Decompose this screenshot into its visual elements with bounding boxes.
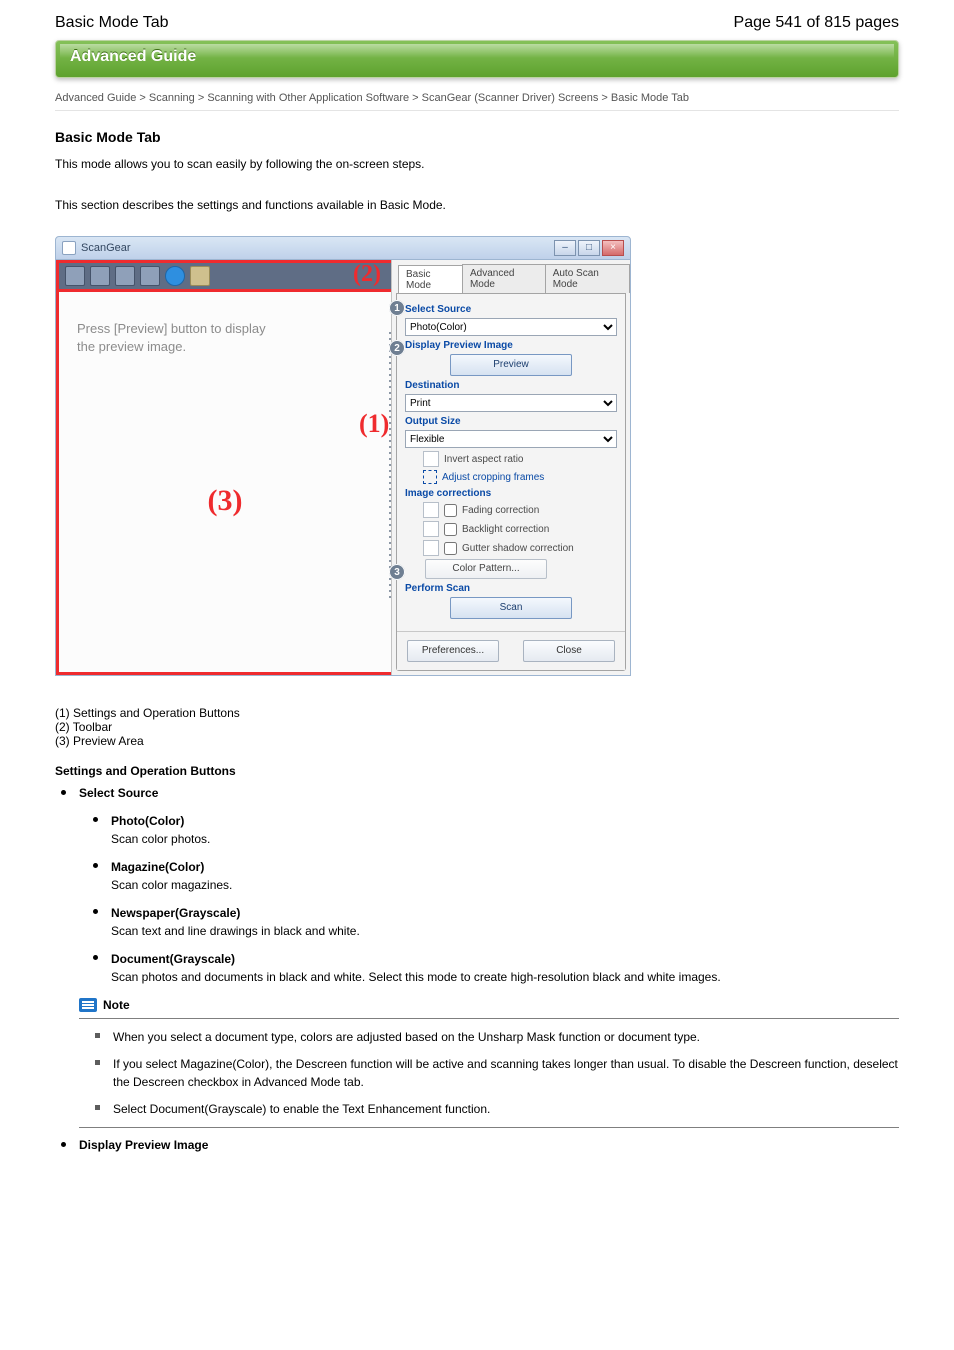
lbl-destination: Destination [405, 380, 617, 391]
callout-2: (2) [353, 261, 381, 288]
note-item: Select Document(Grayscale) to enable the… [79, 1100, 899, 1118]
lbl-perform-scan: Perform Scan [405, 583, 617, 594]
note-icon [79, 998, 97, 1012]
help-icon[interactable] [190, 266, 210, 286]
banner: Advanced Guide [55, 40, 899, 78]
lbl-display-preview: Display Preview Image [405, 340, 617, 351]
color-pattern-button[interactable]: Color Pattern... [425, 559, 547, 579]
breadcrumb: Advanced Guide > Scanning > Scanning wit… [55, 92, 899, 104]
screenshot: ScanGear – □ × (2) [55, 236, 631, 676]
tool-icon[interactable] [65, 266, 85, 286]
tool-icon[interactable] [140, 266, 160, 286]
lbl-image-corrections: Image corrections [405, 488, 617, 499]
min-icon[interactable]: – [554, 240, 576, 256]
lbl-select-source: Select Source [405, 304, 617, 315]
tab-auto[interactable]: Auto Scan Mode [545, 264, 630, 293]
note-block: Note When you select a document type, co… [79, 996, 899, 1128]
adjust-crop-link[interactable]: Adjust cropping frames [423, 470, 617, 484]
chk-fading[interactable] [444, 504, 457, 517]
list-item: Newspaper(Grayscale)Scan text and line d… [79, 904, 899, 940]
note-hd: Note [103, 996, 130, 1014]
aspect-icon[interactable] [423, 451, 439, 467]
tab-basic[interactable]: Basic Mode [398, 265, 463, 294]
lbl-invert-aspect: Invert aspect ratio [444, 454, 523, 465]
outline-1: (1) Settings and Operation Buttons [55, 706, 899, 720]
toolbar: (2) [56, 260, 391, 292]
chk-backlight[interactable] [444, 523, 457, 536]
app-icon [62, 241, 76, 255]
close-button[interactable]: Close [523, 640, 615, 662]
select-output-size[interactable]: Flexible [405, 430, 617, 448]
window-title: ScanGear [81, 242, 131, 254]
backlight-icon [423, 521, 439, 537]
fading-icon [423, 502, 439, 518]
tool-icon[interactable] [115, 266, 135, 286]
outline-3: (3) Preview Area [55, 734, 899, 748]
mode-tabs: Basic Mode Advanced Mode Auto Scan Mode [392, 264, 630, 293]
hdr-right: Page 541 of 815 pages [734, 14, 899, 32]
step-badge-2: 2 [389, 340, 405, 356]
window-titlebar: ScanGear – □ × [55, 236, 631, 260]
step-badge-1: 1 [389, 300, 405, 316]
gutter-icon [423, 540, 439, 556]
chk-gutter[interactable] [444, 542, 457, 555]
lbl-gutter: Gutter shadow correction [462, 543, 574, 554]
banner-label: Advanced Guide [70, 48, 196, 66]
preview-hint: Press [Preview] button to displaythe pre… [77, 320, 373, 356]
list-item: Magazine(Color)Scan color magazines. [79, 858, 899, 894]
select-source[interactable]: Photo(Color) [405, 318, 617, 336]
callout-3: (3) [208, 484, 243, 518]
settings-panel: 1 2 3 (1) Select Source Photo(Color) Dis… [396, 293, 626, 671]
max-icon[interactable]: □ [578, 240, 600, 256]
lbl-backlight: Backlight correction [462, 524, 549, 535]
lbl-output-size: Output Size [405, 416, 617, 427]
sec-settings-hd: Settings and Operation Buttons [55, 764, 899, 778]
intro-1: This mode allows you to scan easily by f… [55, 155, 899, 174]
preferences-button[interactable]: Preferences... [407, 640, 499, 662]
list-item: Photo(Color)Scan color photos. [79, 812, 899, 848]
hdr-left: Basic Mode Tab [55, 14, 169, 32]
note-item: When you select a document type, colors … [79, 1028, 899, 1046]
note-item: If you select Magazine(Color), the Descr… [79, 1055, 899, 1091]
sec-display-preview-hd: Display Preview Image [79, 1138, 208, 1152]
select-destination[interactable]: Print [405, 394, 617, 412]
step-badge-3: 3 [389, 564, 405, 580]
scan-button[interactable]: Scan [450, 597, 572, 619]
list-item: Document(Grayscale)Scan photos and docum… [79, 950, 899, 986]
preview-button[interactable]: Preview [450, 354, 572, 376]
outline-2: (2) Toolbar [55, 720, 899, 734]
info-icon[interactable] [165, 266, 185, 286]
callout-1: (1) [359, 409, 389, 439]
sec-select-source-hd: Select Source [79, 786, 158, 800]
tab-advanced[interactable]: Advanced Mode [462, 264, 546, 293]
preview-area: Press [Preview] button to displaythe pre… [56, 292, 391, 675]
close-icon[interactable]: × [602, 240, 624, 256]
crop-icon [423, 470, 437, 484]
tool-icon[interactable] [90, 266, 110, 286]
page-title: Basic Mode Tab [55, 129, 899, 145]
intro-2: This section describes the settings and … [55, 196, 899, 215]
lbl-fading: Fading correction [462, 505, 539, 516]
